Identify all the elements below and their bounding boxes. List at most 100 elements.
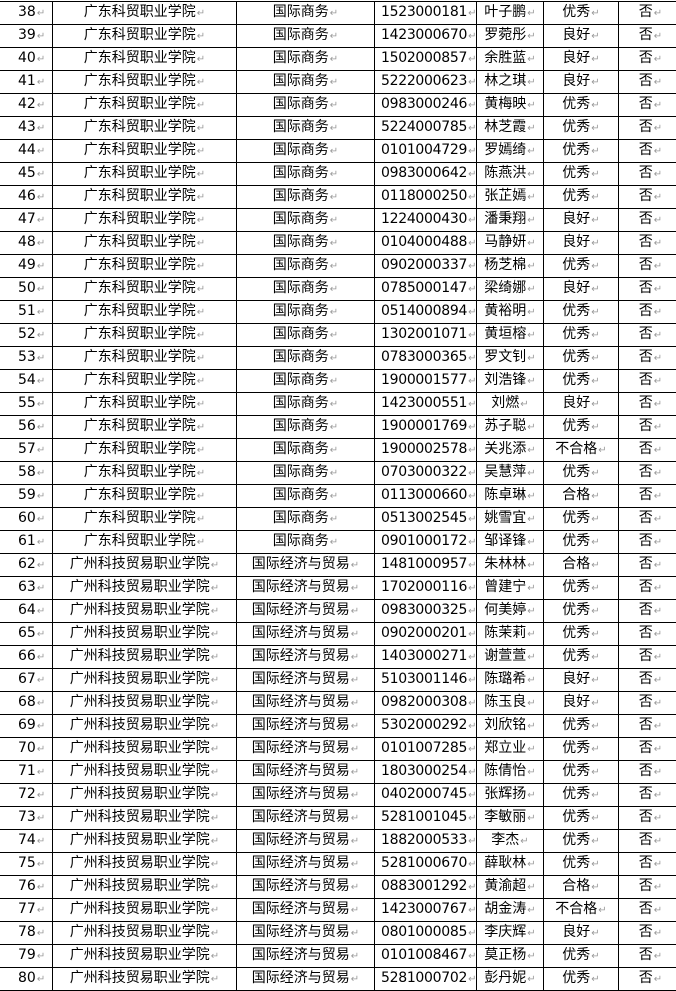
school-cell: 广州科技贸易职业学院 bbox=[53, 646, 237, 669]
id-cell-text: 1502000857 bbox=[381, 50, 476, 66]
flag-cell: 否 bbox=[619, 945, 676, 968]
major-cell-text: 国际经济与贸易 bbox=[252, 878, 359, 894]
grade-cell: 不合格 bbox=[544, 899, 619, 922]
flag-cell-text: 否 bbox=[639, 257, 662, 273]
row-number-text: 67 bbox=[18, 671, 45, 687]
row-number-text: 43 bbox=[18, 119, 45, 135]
grade-cell: 良好 bbox=[544, 209, 619, 232]
table-row: 58广东科贸职业学院国际商务0703000322吴慧萍优秀否 bbox=[0, 462, 676, 485]
table-row: 63广州科技贸易职业学院国际经济与贸易1702000116曾建宁优秀否 bbox=[0, 577, 676, 600]
id-cell: 1423000670 bbox=[375, 25, 477, 48]
flag-cell-text: 否 bbox=[639, 970, 662, 986]
id-cell: 1803000254 bbox=[375, 761, 477, 784]
id-cell-text: 1224000430 bbox=[381, 211, 476, 227]
name-cell: 刘燃 bbox=[477, 393, 544, 416]
school-cell-text: 广州科技贸易职业学院 bbox=[70, 809, 219, 825]
grade-cell-text: 优秀 bbox=[562, 970, 599, 986]
major-cell-text: 国际经济与贸易 bbox=[252, 579, 359, 595]
major-cell-text: 国际商务 bbox=[273, 487, 338, 503]
flag-cell: 否 bbox=[619, 485, 676, 508]
name-cell-text: 陈倩怡 bbox=[484, 763, 535, 779]
row-number: 72 bbox=[0, 784, 53, 807]
grade-cell: 良好 bbox=[544, 692, 619, 715]
name-cell-text: 刘浩锋 bbox=[484, 372, 535, 388]
flag-cell-text: 否 bbox=[639, 924, 662, 940]
school-cell: 广东科贸职业学院 bbox=[53, 485, 237, 508]
name-cell-text: 胡金涛 bbox=[484, 901, 535, 917]
major-cell: 国际商务 bbox=[237, 301, 375, 324]
row-number: 45 bbox=[0, 163, 53, 186]
name-cell: 余胜蓝 bbox=[477, 48, 544, 71]
row-number-text: 59 bbox=[18, 487, 45, 503]
id-cell: 1403000271 bbox=[375, 646, 477, 669]
major-cell: 国际经济与贸易 bbox=[237, 554, 375, 577]
grade-cell: 优秀 bbox=[544, 255, 619, 278]
row-number: 67 bbox=[0, 669, 53, 692]
id-cell-text: 0118000250 bbox=[381, 188, 476, 204]
name-cell-text: 张辉扬 bbox=[484, 786, 535, 802]
id-cell: 5281000702 bbox=[375, 968, 477, 991]
id-cell: 0101007285 bbox=[375, 738, 477, 761]
school-cell-text: 广东科贸职业学院 bbox=[84, 372, 205, 388]
name-cell-text: 李庆辉 bbox=[484, 924, 535, 940]
grade-cell: 合格 bbox=[544, 554, 619, 577]
id-cell-text: 0101008467 bbox=[381, 947, 476, 963]
grade-cell: 不合格 bbox=[544, 439, 619, 462]
school-cell-text: 广东科贸职业学院 bbox=[84, 50, 205, 66]
flag-cell: 否 bbox=[619, 623, 676, 646]
table-row: 77广州科技贸易职业学院国际经济与贸易1423000767胡金涛不合格否 bbox=[0, 899, 676, 922]
grade-cell: 良好 bbox=[544, 48, 619, 71]
grade-cell: 优秀 bbox=[544, 761, 619, 784]
name-cell-text: 黄渝超 bbox=[484, 878, 535, 894]
id-cell: 1423000551 bbox=[375, 393, 477, 416]
row-number-text: 55 bbox=[18, 395, 45, 411]
major-cell: 国际经济与贸易 bbox=[237, 830, 375, 853]
table-row: 76广州科技贸易职业学院国际经济与贸易0883001292黄渝超合格否 bbox=[0, 876, 676, 899]
id-cell: 0402000745 bbox=[375, 784, 477, 807]
name-cell-text: 马静妍 bbox=[484, 234, 535, 250]
grade-cell-text: 良好 bbox=[562, 280, 599, 296]
flag-cell-text: 否 bbox=[639, 395, 662, 411]
table-row: 54广东科贸职业学院国际商务1900001577刘浩锋优秀否 bbox=[0, 370, 676, 393]
name-cell: 马静妍 bbox=[477, 232, 544, 255]
major-cell: 国际商务 bbox=[237, 439, 375, 462]
row-number-text: 76 bbox=[18, 878, 45, 894]
grade-cell: 优秀 bbox=[544, 646, 619, 669]
major-cell: 国际商务 bbox=[237, 71, 375, 94]
grade-cell-text: 良好 bbox=[562, 395, 599, 411]
school-cell-text: 广东科贸职业学院 bbox=[84, 142, 205, 158]
row-number: 57 bbox=[0, 439, 53, 462]
major-cell: 国际商务 bbox=[237, 462, 375, 485]
grade-cell: 优秀 bbox=[544, 623, 619, 646]
flag-cell-text: 否 bbox=[639, 763, 662, 779]
major-cell: 国际商务 bbox=[237, 347, 375, 370]
id-cell: 1900001769 bbox=[375, 416, 477, 439]
name-cell: 李杰 bbox=[477, 830, 544, 853]
name-cell: 关兆添 bbox=[477, 439, 544, 462]
grade-cell-text: 良好 bbox=[562, 27, 599, 43]
id-cell: 0883001292 bbox=[375, 876, 477, 899]
grade-cell-text: 优秀 bbox=[562, 717, 599, 733]
row-number-text: 41 bbox=[18, 73, 45, 89]
table-row: 53广东科贸职业学院国际商务0783000365罗文钊优秀否 bbox=[0, 347, 676, 370]
table-row: 65广州科技贸易职业学院国际经济与贸易0902000201陈茉莉优秀否 bbox=[0, 623, 676, 646]
name-cell: 薛耿林 bbox=[477, 853, 544, 876]
grade-cell-text: 优秀 bbox=[562, 303, 599, 319]
grade-cell: 优秀 bbox=[544, 117, 619, 140]
grade-cell-text: 优秀 bbox=[562, 740, 599, 756]
id-cell-text: 0902000337 bbox=[381, 257, 476, 273]
major-cell-text: 国际经济与贸易 bbox=[252, 855, 359, 871]
id-cell-text: 5103001146 bbox=[381, 671, 476, 687]
school-cell: 广东科贸职业学院 bbox=[53, 278, 237, 301]
name-cell-text: 苏子聪 bbox=[484, 418, 535, 434]
table-row: 43广东科贸职业学院国际商务5224000785林芝霞优秀否 bbox=[0, 117, 676, 140]
major-cell: 国际经济与贸易 bbox=[237, 738, 375, 761]
flag-cell: 否 bbox=[619, 830, 676, 853]
major-cell-text: 国际商务 bbox=[273, 280, 338, 296]
flag-cell: 否 bbox=[619, 646, 676, 669]
name-cell: 曾建宁 bbox=[477, 577, 544, 600]
major-cell: 国际经济与贸易 bbox=[237, 784, 375, 807]
flag-cell-text: 否 bbox=[639, 349, 662, 365]
school-cell-text: 广东科贸职业学院 bbox=[84, 27, 205, 43]
flag-cell: 否 bbox=[619, 324, 676, 347]
